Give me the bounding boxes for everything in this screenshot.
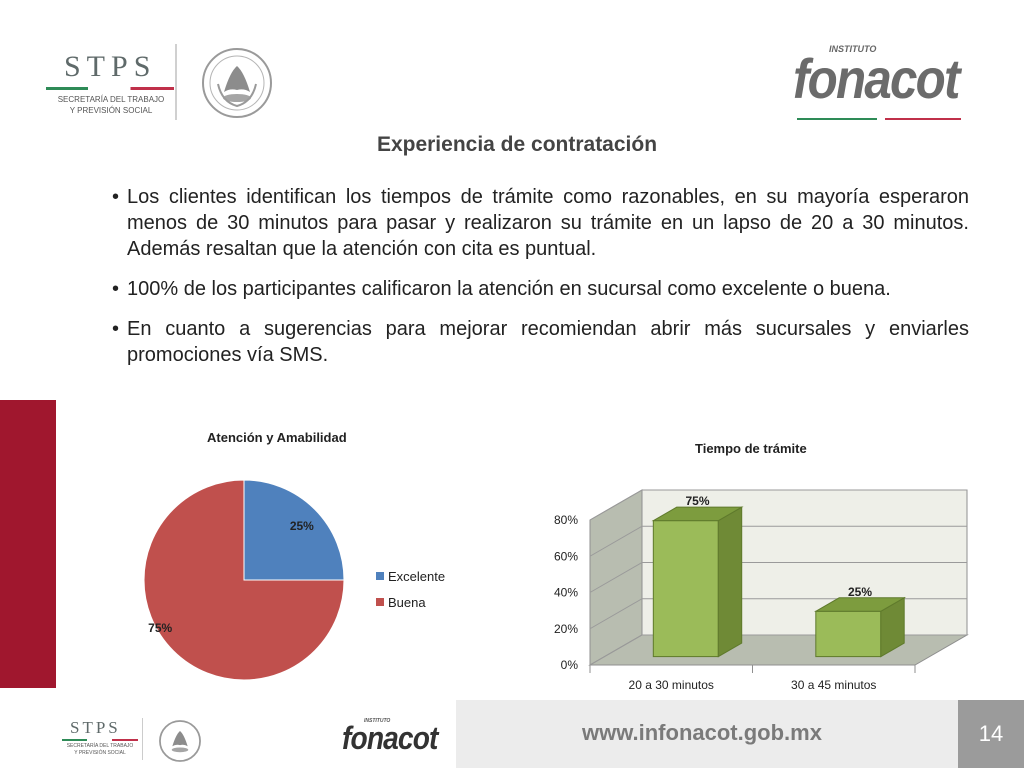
stps-tricolor-bar	[46, 87, 174, 90]
bar-side	[717, 506, 743, 658]
bullet-text: Los clientes identifican los tiempos de …	[127, 186, 969, 260]
stps-abbr: STPS	[64, 50, 157, 83]
bullet-item: • Los clientes identifican los tiempos de…	[112, 184, 969, 262]
bullet-list: • Los clientes identifican los tiempos de…	[112, 184, 969, 382]
bullet-text: 100% de los participantes calificaron la…	[127, 278, 891, 300]
bar-front	[652, 520, 719, 658]
footer-stps-abbr: STPS	[70, 718, 121, 737]
y-tick-label: 80%	[554, 513, 578, 527]
fonacot-logo: INSTITUTO fonacot	[793, 44, 973, 124]
pie-chart-title: Atención y Amabilidad	[207, 430, 347, 445]
stps-logo: STPS SECRETARÍA DEL TRABAJO Y PREVISIÓN …	[42, 50, 182, 120]
sidebar-accent	[0, 400, 56, 688]
footer-fonacot-logo: INSTITUTO fonacot	[342, 718, 452, 766]
seal-icon	[200, 44, 274, 122]
pie-data-label: 75%	[148, 621, 172, 635]
gridline	[589, 562, 967, 593]
pie-legend: Excelente Buena	[376, 563, 445, 615]
bar-data-label: 75%	[685, 494, 709, 508]
fonacot-red-line	[885, 118, 961, 120]
legend-item-excelente: Excelente	[376, 563, 445, 589]
bar-chart-title: Tiempo de trámite	[695, 441, 807, 456]
footer-band	[456, 700, 1024, 768]
bullet-glyph: •	[112, 278, 120, 300]
chart-floor	[588, 634, 969, 666]
pie-slice-excelente	[243, 479, 345, 581]
pie-data-label: 25%	[290, 519, 314, 533]
footer-stps-tricolor-bar	[62, 739, 138, 741]
fonacot-name: fonacot	[793, 47, 960, 110]
bullet-text: En cuanto a sugerencias para mejorar rec…	[127, 318, 969, 366]
x-category-label: 20 a 30 minutos	[629, 678, 714, 692]
gridline	[589, 525, 967, 557]
footer-logo-divider	[142, 718, 143, 760]
y-tick-label: 60%	[554, 549, 578, 563]
footer-fonacot-prefix: INSTITUTO	[364, 718, 391, 724]
footer-fonacot-name: fonacot	[342, 720, 438, 756]
bullet-glyph: •	[112, 318, 120, 340]
stps-name: SECRETARÍA DEL TRABAJO Y PREVISIÓN SOCIA…	[57, 95, 165, 115]
logo-divider	[175, 44, 177, 120]
pie-slice-buena	[143, 479, 345, 681]
legend-item-buena: Buena	[376, 589, 445, 615]
bar-data-label: 25%	[848, 585, 872, 599]
fonacot-green-line	[797, 118, 877, 120]
y-tick-label: 40%	[554, 586, 578, 600]
legend-label-excelente: Excelente	[388, 568, 446, 584]
bar-top	[651, 506, 744, 522]
page-title: Experiencia de contratación	[376, 133, 658, 156]
x-category-label: 30 a 45 minutos	[791, 678, 876, 692]
bar-top	[813, 597, 907, 612]
legend-swatch-buena	[376, 598, 384, 606]
y-tick-label: 0%	[561, 658, 579, 672]
footer-stps-name: SECRETARÍA DEL TRABAJO Y PREVISIÓN SOCIA…	[66, 743, 134, 756]
footer-stps-logo: STPS SECRETARÍA DEL TRABAJO Y PREVISIÓN …	[62, 718, 142, 763]
bar-front	[815, 610, 882, 658]
fonacot-prefix: INSTITUTO	[829, 44, 877, 54]
footer-seal-icon	[158, 718, 202, 764]
legend-swatch-excelente	[376, 572, 384, 580]
gridline	[589, 489, 967, 521]
page-number: 14	[958, 700, 1024, 768]
bar-chart: 0% 20% 40% 60% 80% 75% 20 a 30 minutos 25% 30 a …	[554, 489, 969, 692]
bullet-item: • 100% de los participantes calificaron l…	[112, 276, 969, 302]
bullet-glyph: •	[112, 186, 120, 208]
website-url[interactable]: www.infonacot.gob.mx	[582, 720, 822, 745]
bullet-item: • En cuanto a sugerencias para mejorar re…	[112, 316, 969, 368]
legend-label-buena: Buena	[388, 594, 426, 610]
y-tick-label: 20%	[554, 622, 578, 636]
pie-chart: 25% 75%	[143, 479, 345, 681]
